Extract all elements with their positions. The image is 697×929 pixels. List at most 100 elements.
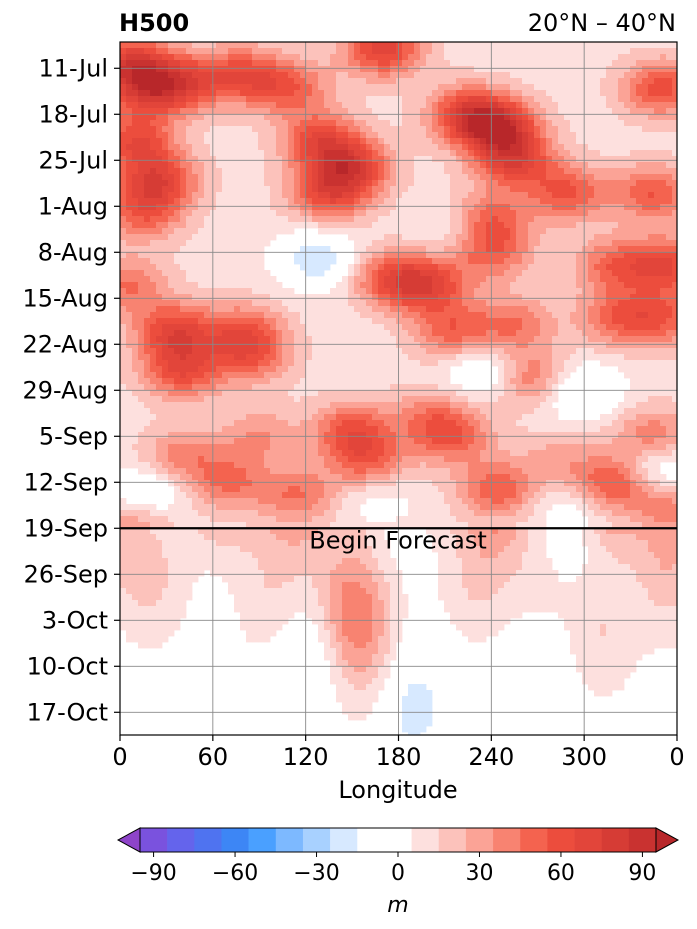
anomaly-cell (198, 288, 205, 295)
anomaly-cell (120, 294, 127, 301)
anomaly-cell (150, 144, 157, 151)
anomaly-cell (198, 234, 205, 241)
anomaly-cell (342, 354, 349, 361)
anomaly-cell (588, 168, 595, 175)
anomaly-cell (132, 120, 139, 127)
anomaly-cell (216, 174, 223, 181)
anomaly-cell (612, 330, 619, 337)
anomaly-cell (408, 150, 415, 157)
anomaly-cell (468, 216, 475, 223)
anomaly-cell (582, 66, 589, 73)
anomaly-cell (204, 198, 211, 205)
anomaly-cell (222, 138, 229, 145)
anomaly-cell (426, 246, 433, 253)
anomaly-cell (510, 336, 517, 343)
anomaly-cell (246, 366, 253, 373)
anomaly-cell (294, 96, 301, 103)
anomaly-cell (642, 138, 649, 145)
anomaly-cell (522, 246, 529, 253)
anomaly-cell (186, 360, 193, 367)
anomaly-cell (138, 276, 145, 283)
anomaly-cell (660, 144, 667, 151)
anomaly-cell (624, 294, 631, 301)
anomaly-cell (654, 342, 661, 349)
anomaly-cell (624, 354, 631, 361)
anomaly-cell (300, 132, 307, 139)
anomaly-cell (402, 126, 409, 133)
anomaly-cell (540, 174, 547, 181)
anomaly-cell (582, 138, 589, 145)
anomaly-cell (132, 54, 139, 61)
anomaly-cell (216, 360, 223, 367)
anomaly-cell (654, 312, 661, 319)
anomaly-cell (198, 204, 205, 211)
anomaly-cell (672, 348, 677, 355)
anomaly-cell (336, 180, 343, 187)
anomaly-cell (126, 84, 133, 91)
anomaly-cell (132, 354, 139, 361)
anomaly-cell (252, 96, 259, 103)
anomaly-cell (522, 222, 529, 229)
anomaly-cell (486, 330, 493, 337)
anomaly-cell (252, 186, 259, 193)
anomaly-cell (570, 132, 577, 139)
anomaly-cell (174, 306, 181, 313)
anomaly-cell (666, 144, 673, 151)
anomaly-cell (456, 138, 463, 145)
anomaly-cell (132, 366, 139, 373)
anomaly-cell (504, 288, 511, 295)
anomaly-cell (342, 312, 349, 319)
anomaly-cell (450, 102, 457, 109)
anomaly-cell (498, 108, 505, 115)
anomaly-cell (378, 138, 385, 145)
anomaly-cell (564, 174, 571, 181)
anomaly-cell (198, 306, 205, 313)
anomaly-cell (510, 216, 517, 223)
anomaly-cell (264, 282, 271, 289)
anomaly-cell (150, 156, 157, 163)
anomaly-cell (486, 198, 493, 205)
anomaly-cell (312, 198, 319, 205)
anomaly-cell (240, 204, 247, 211)
anomaly-cell (234, 114, 241, 121)
anomaly-cell (486, 114, 493, 121)
anomaly-cell (282, 114, 289, 121)
anomaly-cell (660, 252, 667, 259)
anomaly-cell (228, 258, 235, 265)
anomaly-cell (342, 300, 349, 307)
anomaly-cell (360, 192, 367, 199)
anomaly-cell (480, 276, 487, 283)
anomaly-cell (486, 60, 493, 67)
anomaly-cell (222, 132, 229, 139)
anomaly-cell (408, 336, 415, 343)
anomaly-cell (306, 318, 313, 325)
anomaly-cell (498, 306, 505, 313)
anomaly-cell (348, 282, 355, 289)
anomaly-cell (642, 270, 649, 277)
anomaly-cell (228, 246, 235, 253)
anomaly-cell (462, 354, 469, 361)
anomaly-cell (264, 228, 271, 235)
anomaly-cell (156, 354, 163, 361)
anomaly-cell (582, 198, 589, 205)
anomaly-cell (432, 360, 439, 367)
anomaly-cell (672, 186, 677, 193)
anomaly-cell (504, 210, 511, 217)
anomaly-cell (204, 342, 211, 349)
anomaly-cell (396, 144, 403, 151)
anomaly-cell (462, 228, 469, 235)
anomaly-cell (234, 84, 241, 91)
anomaly-cell (150, 234, 157, 241)
anomaly-cell (588, 348, 595, 355)
anomaly-cell (162, 54, 169, 61)
anomaly-cell (504, 108, 511, 115)
anomaly-cell (438, 156, 445, 163)
anomaly-cell (540, 276, 547, 283)
anomaly-cell (372, 198, 379, 205)
anomaly-cell (576, 276, 583, 283)
anomaly-cell (564, 324, 571, 331)
anomaly-cell (594, 264, 601, 271)
anomaly-cell (270, 180, 277, 187)
anomaly-cell (606, 102, 613, 109)
anomaly-cell (126, 156, 133, 163)
